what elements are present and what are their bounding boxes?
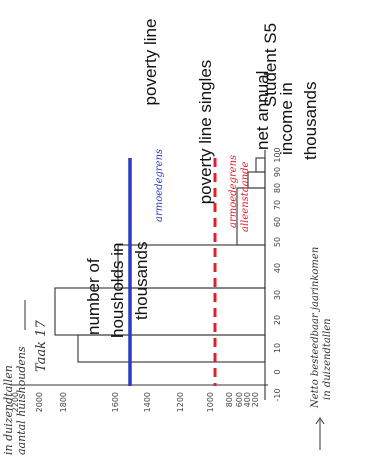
household-tick-label: 1000: [206, 392, 215, 412]
household-tick-label: 1200: [176, 392, 185, 412]
income-tick-label: 20: [273, 315, 282, 325]
income-tick-label: 80: [273, 183, 282, 193]
task-label: Taak 17: [34, 320, 49, 372]
income-tick-label: 60: [273, 217, 282, 227]
income-axis-label: net annual: [253, 71, 272, 150]
handwritten-households-axis: aantal huishoudens: [15, 346, 28, 455]
ticks: 2200 2000 1800 1600 1400 1200 1000 800 600 400 200…: [11, 147, 282, 412]
income-tick-label: 90: [273, 167, 282, 177]
income-tick-label: 30: [273, 290, 282, 300]
household-tick-label: 1800: [59, 392, 68, 412]
handwritten-poverty-line-singles: armoedegrens: [228, 155, 239, 228]
household-tick-label: 2000: [35, 392, 44, 412]
household-tick-label: 1400: [143, 392, 152, 412]
income-tick-label: 70: [273, 200, 282, 210]
arrow-head: [315, 417, 325, 425]
handwritten-income-axis: in duizendtallen: [322, 318, 333, 400]
household-tick-label: 600: [235, 392, 244, 407]
income-tick-label: 10: [273, 343, 282, 353]
households-axis-label: housholds in: [108, 243, 127, 338]
income-tick-label: 0: [273, 369, 282, 374]
handwritten-income-axis: Netto besteedbaar jaarinkomen: [310, 247, 321, 409]
histogram-sketch: [10, 150, 268, 400]
income-tick-label: -10: [273, 388, 282, 401]
household-tick-label: 400: [243, 392, 252, 407]
household-tick-label: 2200: [11, 392, 20, 412]
income-tick-label: 100: [273, 147, 282, 162]
income-tick-label: 50: [273, 237, 282, 247]
income-axis-label: thousands: [301, 82, 320, 160]
bar-sketch: [255, 157, 266, 173]
poverty-line-singles-label: poverty line singles: [196, 60, 215, 205]
household-tick-label: 800: [225, 392, 234, 407]
household-tick-label: 200: [251, 392, 260, 407]
bar-sketch: [117, 244, 266, 289]
income-tick-label: 40: [273, 263, 282, 273]
household-tick-label: 1600: [111, 392, 120, 412]
households-axis-label: number of: [84, 258, 103, 335]
handwritten-poverty-line: armoedegrens: [154, 149, 165, 222]
handwritten-poverty-line-singles: alleenstaande: [240, 161, 251, 232]
title: Student S5: [261, 23, 280, 107]
handwritten-households-axis: in duizendtallen: [2, 365, 15, 455]
poverty-line-label: poverty line: [141, 19, 160, 106]
income-axis-label: income in: [277, 82, 296, 155]
households-axis-label: thousands: [132, 242, 151, 320]
